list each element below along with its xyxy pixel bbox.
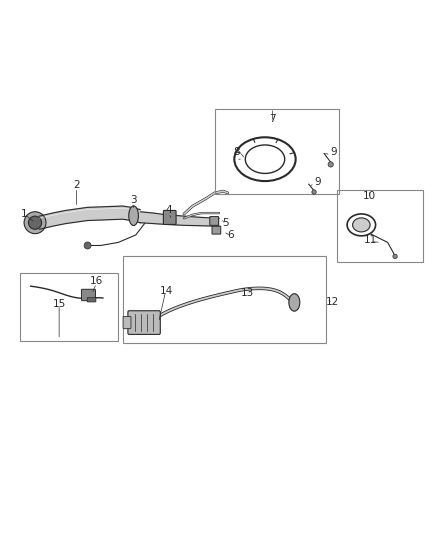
Circle shape bbox=[328, 162, 333, 167]
Ellipse shape bbox=[353, 218, 370, 232]
FancyBboxPatch shape bbox=[210, 216, 219, 225]
Text: 7: 7 bbox=[269, 115, 276, 124]
Ellipse shape bbox=[289, 294, 300, 311]
Ellipse shape bbox=[129, 206, 138, 225]
Text: 9: 9 bbox=[314, 177, 321, 188]
FancyBboxPatch shape bbox=[87, 297, 96, 302]
Circle shape bbox=[24, 212, 46, 233]
Text: 13: 13 bbox=[241, 288, 254, 298]
FancyBboxPatch shape bbox=[128, 311, 160, 334]
FancyBboxPatch shape bbox=[123, 317, 131, 329]
FancyBboxPatch shape bbox=[212, 226, 221, 234]
Text: 16: 16 bbox=[90, 276, 103, 286]
Text: 4: 4 bbox=[165, 205, 172, 215]
Circle shape bbox=[312, 190, 316, 194]
FancyBboxPatch shape bbox=[81, 289, 95, 301]
Text: 8: 8 bbox=[233, 147, 240, 157]
Polygon shape bbox=[39, 206, 140, 229]
Circle shape bbox=[84, 242, 91, 249]
Circle shape bbox=[393, 254, 397, 259]
Text: 12: 12 bbox=[326, 296, 339, 306]
FancyBboxPatch shape bbox=[163, 211, 176, 224]
Text: 6: 6 bbox=[227, 230, 234, 240]
Text: 15: 15 bbox=[53, 298, 66, 309]
Text: 5: 5 bbox=[222, 217, 229, 228]
Polygon shape bbox=[140, 212, 219, 226]
Text: 9: 9 bbox=[330, 147, 337, 157]
Text: 1: 1 bbox=[21, 209, 28, 219]
Circle shape bbox=[28, 216, 42, 229]
Text: 10: 10 bbox=[363, 191, 376, 201]
Text: 14: 14 bbox=[160, 286, 173, 296]
Text: 2: 2 bbox=[73, 180, 80, 190]
Text: 3: 3 bbox=[130, 195, 137, 205]
Text: 11: 11 bbox=[364, 235, 377, 245]
